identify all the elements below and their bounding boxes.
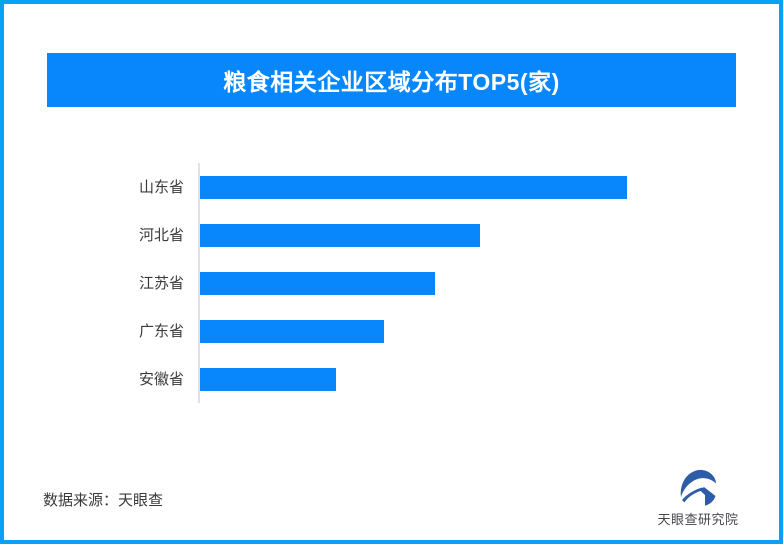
bar	[200, 368, 336, 391]
brand-logo-text: 天眼查研究院	[657, 512, 739, 527]
tianyancha-logo-icon	[680, 469, 716, 506]
chart-title-banner: 粮食相关企业区域分布TOP5(家)	[47, 53, 736, 107]
bar-label: 河北省	[138, 227, 184, 244]
bar-row: 安徽省	[64, 368, 714, 391]
bar-row: 广东省	[64, 320, 714, 343]
data-source-label: 数据来源：天眼查	[43, 492, 164, 509]
bar-row: 江苏省	[64, 272, 714, 295]
chart-title: 粮食相关企业区域分布TOP5(家)	[223, 69, 560, 95]
y-axis-line	[198, 163, 200, 403]
bar-row: 山东省	[64, 176, 714, 199]
bar	[200, 224, 480, 247]
brand-logo: 天眼查研究院	[650, 466, 746, 528]
bar-row: 河北省	[64, 224, 714, 247]
bar	[200, 176, 627, 199]
bar-chart: 山东省河北省江苏省广东省安徽省	[64, 163, 714, 403]
bar-label: 安徽省	[138, 371, 184, 388]
bar-label: 江苏省	[138, 275, 184, 292]
bar	[200, 272, 435, 295]
bar-label: 山东省	[138, 179, 184, 196]
bar-label: 广东省	[138, 323, 184, 340]
bar	[200, 320, 384, 343]
